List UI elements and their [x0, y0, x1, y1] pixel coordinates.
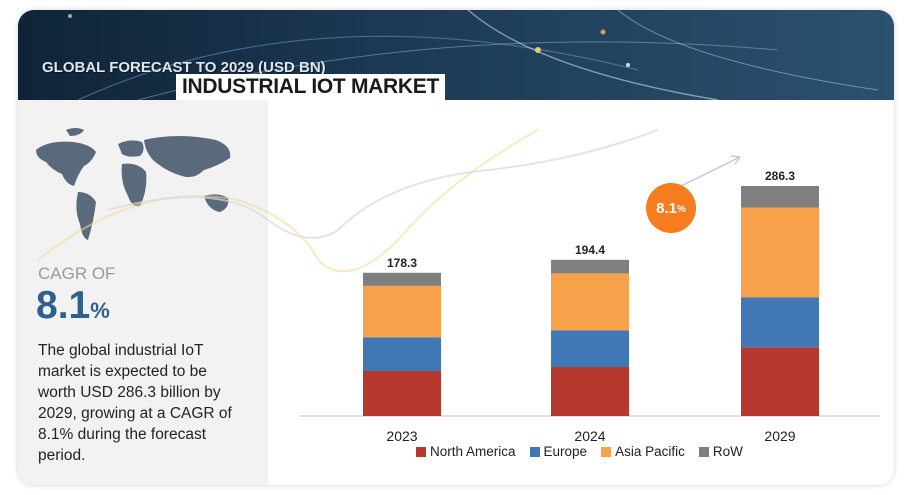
cagr-number: 8.1 — [36, 284, 91, 327]
x-tick-label-2024: 2024 — [574, 428, 605, 444]
world-map-icon — [36, 128, 231, 240]
x-tick-label-2029: 2029 — [764, 428, 795, 444]
bar-segment-row-2023 — [363, 272, 441, 286]
legend-item-north-america: North America — [416, 444, 516, 459]
cagr-unit: % — [90, 298, 110, 323]
bars-group: 178.3 2023 194.4 2024 286.3 2029 — [363, 169, 819, 444]
bar-segment-europe-2029 — [741, 297, 819, 348]
bar-segment-row-2029 — [741, 186, 819, 208]
legend-swatch — [529, 446, 540, 457]
legend-item-europe: Europe — [529, 444, 588, 459]
bar-segment-europe-2024 — [551, 330, 629, 367]
legend-swatch — [698, 446, 709, 457]
growth-arrow-head-icon — [730, 155, 741, 165]
legend-label: Asia Pacific — [615, 444, 685, 459]
summary-panel — [18, 100, 268, 485]
cagr-label: CAGR OF — [38, 264, 116, 283]
chart-legend: North America Europe Asia Pacific RoW — [416, 444, 743, 459]
stacked-bar-chart: 178.3 2023 194.4 2024 286.3 2029 — [37, 129, 880, 444]
bar-segment-asia-pacific-2023 — [363, 285, 441, 338]
cagr-value: 8.1% — [36, 284, 110, 328]
header-banner: GLOBAL FORECAST TO 2029 (USD BN) INDUSTR… — [18, 10, 894, 100]
bar-segment-north-america-2024 — [551, 366, 629, 416]
legend-label: Europe — [543, 444, 588, 459]
legend-label: North America — [430, 444, 516, 459]
bar-total-label-2029: 286.3 — [765, 169, 795, 183]
bar-segment-row-2024 — [551, 259, 629, 274]
market-description: The global industrial IoT market is expe… — [38, 342, 232, 464]
cagr-growth-bubble: 8.1% — [646, 183, 696, 233]
bar-total-label-2023: 178.3 — [387, 256, 417, 270]
bar-segment-europe-2023 — [363, 337, 441, 372]
decorative-curve-gold — [37, 129, 539, 273]
cagr-bubble-unit: % — [676, 204, 686, 215]
bar-total-label-2024: 194.4 — [575, 243, 605, 257]
legend-swatch — [416, 446, 426, 457]
chart-subtitle: GLOBAL FORECAST TO 2029 (USD BN) — [42, 59, 326, 76]
bar-segment-asia-pacific-2024 — [551, 273, 629, 331]
legend-label: RoW — [712, 444, 743, 459]
legend-swatch — [601, 446, 612, 457]
growth-arrow-line — [672, 156, 741, 191]
bar-segment-asia-pacific-2029 — [741, 207, 819, 298]
legend-item-asia-pacific: Asia Pacific — [601, 444, 685, 459]
x-tick-label-2023: 2023 — [386, 428, 417, 444]
cagr-bubble-value: 8.1 — [656, 199, 677, 217]
infographic-card: GLOBAL FORECAST TO 2029 (USD BN) INDUSTR… — [18, 10, 894, 485]
chart-title: INDUSTRIAL IOT MARKET — [176, 74, 445, 100]
legend-item-row: RoW — [698, 444, 743, 459]
bar-segment-north-america-2023 — [363, 371, 441, 416]
bar-segment-north-america-2029 — [741, 347, 819, 416]
decorative-curve-gray — [107, 129, 659, 239]
